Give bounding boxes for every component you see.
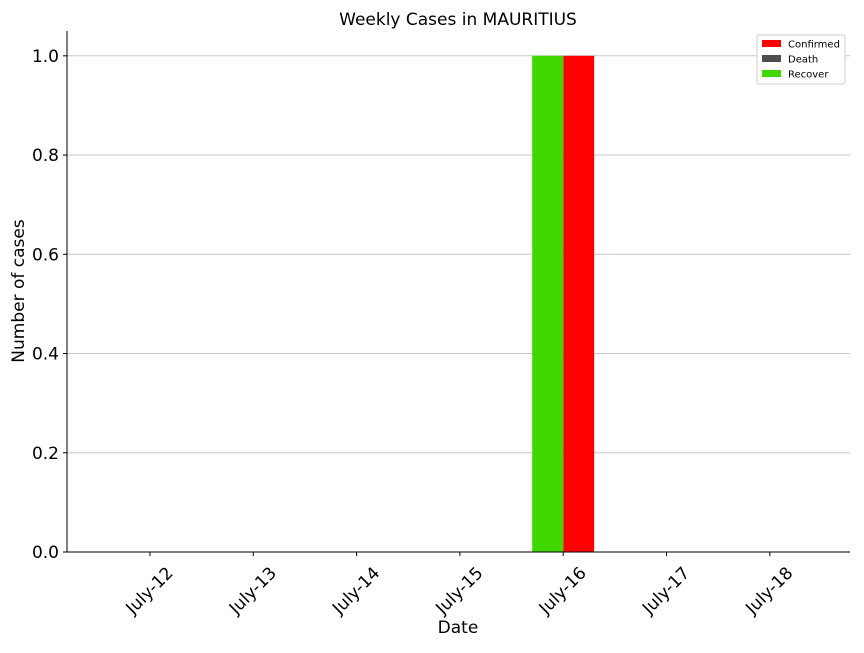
bar-recover (532, 55, 564, 553)
x-tick-label: July-15 (432, 563, 488, 619)
bars (532, 55, 595, 553)
x-tick-label: July-17 (638, 563, 694, 619)
x-ticks: July-12 July-13 July-14 July-15 July-16 July-… (122, 552, 797, 619)
y-axis-label: Number of cases (9, 219, 29, 363)
y-tick-label: 1.0 (32, 47, 59, 67)
legend-swatch-recover (762, 70, 781, 77)
x-axis-label: Date (438, 618, 479, 638)
y-ticks: 0.0 0.2 0.4 0.6 0.8 1.0 (32, 47, 67, 563)
y-tick-label: 0.6 (32, 245, 59, 265)
y-tick-label: 0.2 (32, 444, 59, 464)
bar-confirmed (563, 55, 595, 553)
y-tick-label: 0.0 (32, 543, 59, 563)
x-tick-label: July-14 (328, 563, 384, 619)
x-tick-label: July-16 (535, 563, 591, 619)
legend: Confirmed Death Recover (756, 34, 846, 85)
x-tick-label: July-18 (741, 563, 797, 619)
legend-label-death: Death (788, 55, 818, 66)
axes (66, 31, 850, 553)
legend-swatch-confirmed (762, 40, 781, 47)
chart-title: Weekly Cases in MAURITIUS (339, 10, 577, 30)
y-tick-label: 0.8 (32, 146, 59, 166)
y-tick-label: 0.4 (32, 345, 59, 365)
legend-swatch-death (762, 55, 781, 62)
legend-label-recover: Recover (788, 70, 829, 81)
x-tick-label: July-13 (225, 563, 281, 619)
gridlines (67, 55, 850, 454)
legend-label-confirmed: Confirmed (788, 40, 840, 51)
x-tick-label: July-12 (122, 563, 178, 619)
